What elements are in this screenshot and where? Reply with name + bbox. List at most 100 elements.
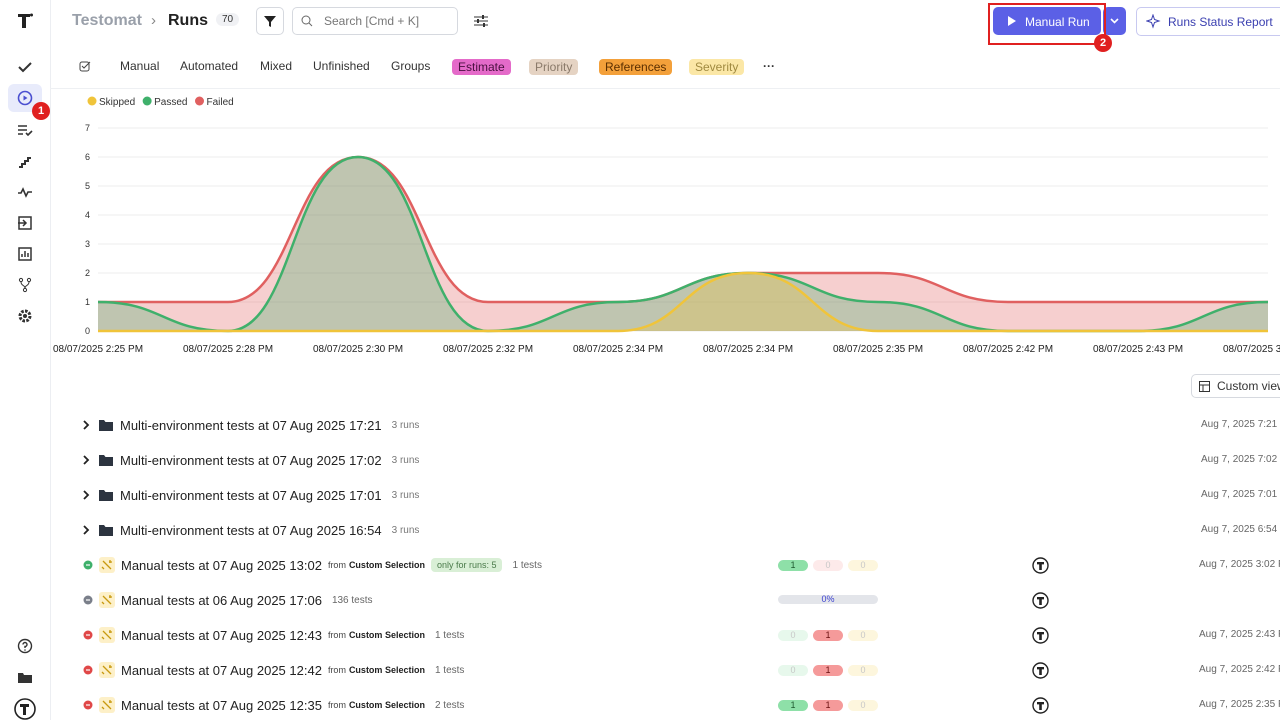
y-tick-label: 1 (85, 297, 90, 307)
search-box[interactable]: Search [Cmd + K] (292, 7, 458, 35)
highlight-box (988, 3, 1106, 45)
filter-button[interactable] (256, 7, 284, 35)
y-tick-label: 3 (85, 239, 90, 249)
author-avatar (1032, 627, 1049, 649)
settings-icon[interactable] (17, 308, 33, 324)
run-row[interactable]: Manual tests at 06 Aug 2025 17:06 136 tes… (83, 590, 373, 610)
skipped-count: 0 (848, 560, 878, 571)
run-dropdown[interactable] (1103, 7, 1126, 35)
plans-icon[interactable] (17, 122, 33, 138)
x-tick-label: 08/07/2025 2:35 PM (833, 344, 923, 355)
x-tick-label: 08/07/2025 2:25 PM (53, 344, 143, 355)
manual-icon (99, 592, 115, 608)
failed-count: 0 (813, 560, 843, 571)
run-row[interactable]: Manual tests at 07 Aug 2025 12:43 from Cus… (83, 625, 464, 645)
brand[interactable]: Testomat (72, 12, 142, 29)
folder-icon (98, 452, 114, 468)
report-button[interactable]: Runs Status Report (1136, 7, 1280, 36)
run-row[interactable]: Manual tests at 07 Aug 2025 13:02 from Cus… (83, 555, 542, 575)
branches-icon[interactable] (17, 277, 33, 293)
more-tabs[interactable]: ··· (763, 59, 775, 73)
divider (50, 88, 1280, 89)
y-tick-label: 5 (85, 181, 90, 191)
select-icon[interactable] (78, 59, 92, 73)
group-row[interactable]: Multi-environment tests at 07 Aug 2025 1… (80, 415, 419, 435)
run-count: 70 (216, 13, 240, 26)
x-tick-label: 08/07/2025 2:28 PM (183, 344, 273, 355)
group-title: Multi-environment tests at 07 Aug 2025 1… (120, 452, 382, 468)
selection: Custom Selection (348, 700, 425, 710)
tab[interactable]: Manual (120, 59, 160, 73)
run-row[interactable]: Manual tests at 07 Aug 2025 12:42 from Cus… (83, 660, 464, 680)
tab[interactable]: Severity (689, 59, 745, 75)
manual-icon (99, 557, 115, 573)
run-title: Manual tests at 07 Aug 2025 12:35 (121, 697, 322, 713)
runs-icon[interactable] (17, 90, 33, 106)
group-row[interactable]: Multi-environment tests at 07 Aug 2025 1… (80, 450, 419, 470)
y-tick-label: 7 (85, 123, 90, 133)
legend-label: Passed (154, 97, 187, 108)
manual-run-button[interactable]: Manual Run (993, 7, 1101, 35)
status-icon (83, 627, 93, 643)
series-area (98, 157, 1268, 331)
tab[interactable]: Unfinished (313, 59, 370, 73)
legend-dot (87, 96, 97, 106)
run-title: Manual tests at 07 Aug 2025 12:42 (121, 662, 322, 678)
custom-view-button[interactable]: Custom view (1191, 374, 1280, 398)
x-tick-label: 08/07/2025 2:43 PM (1093, 344, 1183, 355)
projects-icon[interactable] (17, 669, 33, 685)
tab[interactable]: Priority (529, 59, 579, 75)
tab[interactable]: Automated (180, 59, 239, 73)
breadcrumb-sep: › (151, 12, 156, 29)
date: Aug 7, 2025 6:54 PM (1201, 524, 1280, 535)
tab[interactable]: Estimate (452, 59, 511, 75)
date: Aug 7, 2025 2:42 PM (1199, 664, 1280, 675)
search-placeholder: Search [Cmd + K] (324, 14, 420, 28)
sidebar: 1 (0, 0, 51, 720)
tab[interactable]: References (599, 59, 673, 75)
tests-count: 136 tests (331, 594, 373, 606)
analytics-icon[interactable] (17, 246, 33, 262)
tab[interactable]: Mixed (260, 59, 293, 73)
help-icon[interactable] (17, 638, 33, 654)
date: Aug 7, 2025 7:02 PM (1201, 454, 1280, 465)
group-title: Multi-environment tests at 07 Aug 2025 1… (120, 417, 382, 433)
legend-dot (142, 96, 152, 106)
selection: Custom Selection (348, 665, 425, 675)
settings-sliders[interactable] (474, 14, 488, 28)
tests-icon[interactable] (17, 59, 33, 75)
author-avatar (1032, 662, 1049, 684)
author-avatar (1032, 592, 1049, 614)
step-badge: 2 (1094, 34, 1112, 52)
steps-icon[interactable] (17, 153, 33, 169)
account-icon[interactable] (14, 698, 36, 720)
date: Aug 7, 2025 2:35 PM (1199, 699, 1280, 710)
run-row[interactable]: Manual tests at 07 Aug 2025 12:35 from Cus… (83, 695, 464, 715)
group-title: Multi-environment tests at 07 Aug 2025 1… (120, 522, 382, 538)
manual-icon (99, 697, 115, 713)
run-title: Manual tests at 07 Aug 2025 12:43 (121, 627, 322, 643)
x-tick-label: 08/07/2025 2:32 PM (443, 344, 533, 355)
tab[interactable]: Groups (391, 59, 431, 73)
pulse-icon[interactable] (17, 184, 33, 200)
date: Aug 7, 2025 3:02 PM (1199, 559, 1280, 570)
passed-count: 0 (778, 630, 808, 641)
tests-count: 1 tests (434, 664, 465, 676)
group-runs: 3 runs (391, 419, 420, 431)
group-row[interactable]: Multi-environment tests at 07 Aug 2025 1… (80, 485, 419, 505)
run-title: Manual tests at 06 Aug 2025 17:06 (121, 592, 322, 608)
group-row[interactable]: Multi-environment tests at 07 Aug 2025 1… (80, 520, 419, 540)
date: Aug 7, 2025 7:21 PM (1201, 419, 1280, 430)
y-tick-label: 4 (85, 210, 90, 220)
failed-count: 1 (813, 665, 843, 676)
import-icon[interactable] (17, 215, 33, 231)
series-line (98, 271, 1268, 333)
manual-icon (99, 662, 115, 678)
x-tick-label: 08/07/2025 2:34 PM (573, 344, 663, 355)
x-tick-label: 08/07/2025 2:34 PM (703, 344, 793, 355)
runs-chart: 0 1 2 3 4 5 6 7 08/07/2025 2:25 PM 08/07/2025 2:2… (53, 96, 1280, 355)
logo (18, 13, 33, 28)
group-runs: 3 runs (391, 489, 420, 501)
expand-icon (80, 522, 92, 538)
